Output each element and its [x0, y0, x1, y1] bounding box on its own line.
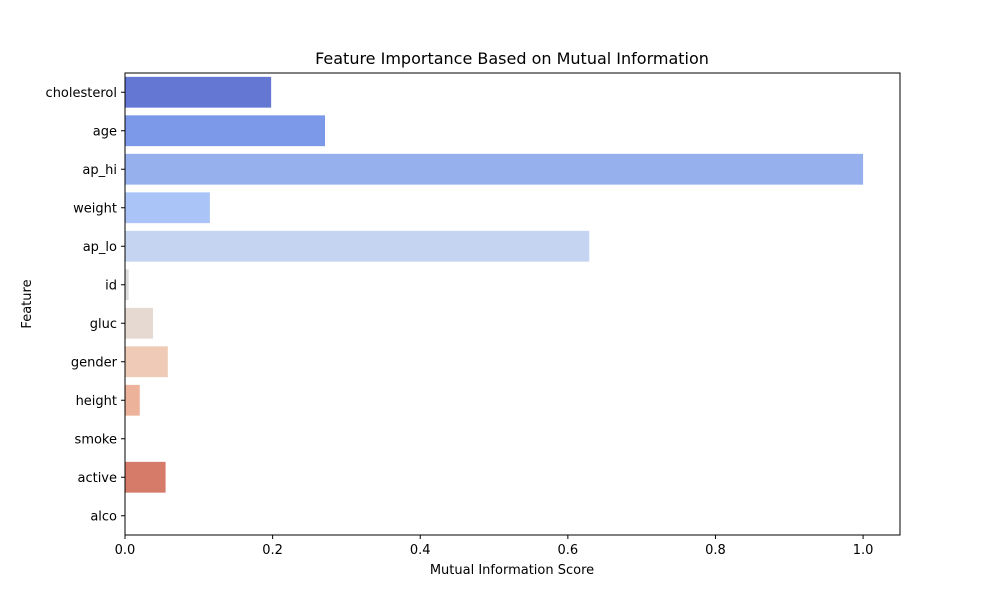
y-tick-label: smoke — [75, 432, 117, 447]
x-tick-label: 0.4 — [410, 543, 431, 558]
bar-height — [125, 384, 140, 416]
bar-gluc — [125, 307, 154, 339]
y-tick-label: age — [93, 124, 117, 139]
y-tick-label: ap_lo — [83, 240, 117, 255]
bar-active — [125, 461, 166, 493]
y-axis-label: Feature — [20, 279, 35, 328]
x-tick-label: 0.2 — [262, 543, 283, 558]
x-tick-label: 1.0 — [853, 543, 874, 558]
bar-gender — [125, 346, 168, 378]
bar-ap-lo — [125, 230, 590, 262]
plot-frame — [124, 72, 901, 536]
x-tick-label: 0.6 — [558, 543, 579, 558]
y-tick-label: cholesterol — [46, 86, 117, 101]
y-tick-label: id — [105, 278, 117, 293]
y-tick-label: weight — [73, 201, 117, 216]
bar-age — [125, 115, 326, 147]
x-axis-ticks: 0.0 0.2 0.4 0.6 0.8 1.0 — [115, 535, 874, 558]
y-tick-label: ap_hi — [82, 163, 117, 178]
y-tick-label: height — [76, 394, 117, 409]
bars-group — [125, 76, 864, 493]
bar-ap-hi — [125, 153, 864, 185]
bar-cholesterol — [125, 76, 272, 108]
y-tick-label: active — [77, 471, 117, 486]
y-tick-label: alco — [90, 509, 117, 524]
bar-id — [125, 269, 129, 301]
x-axis-label: Mutual Information Score — [430, 563, 594, 578]
x-tick-label: 0.0 — [115, 543, 136, 558]
y-tick-label: gender — [71, 355, 118, 370]
y-tick-label: gluc — [90, 317, 117, 332]
chart-title: Feature Importance Based on Mutual Infor… — [315, 49, 709, 68]
bar-weight — [125, 192, 210, 224]
x-tick-label: 0.8 — [705, 543, 726, 558]
